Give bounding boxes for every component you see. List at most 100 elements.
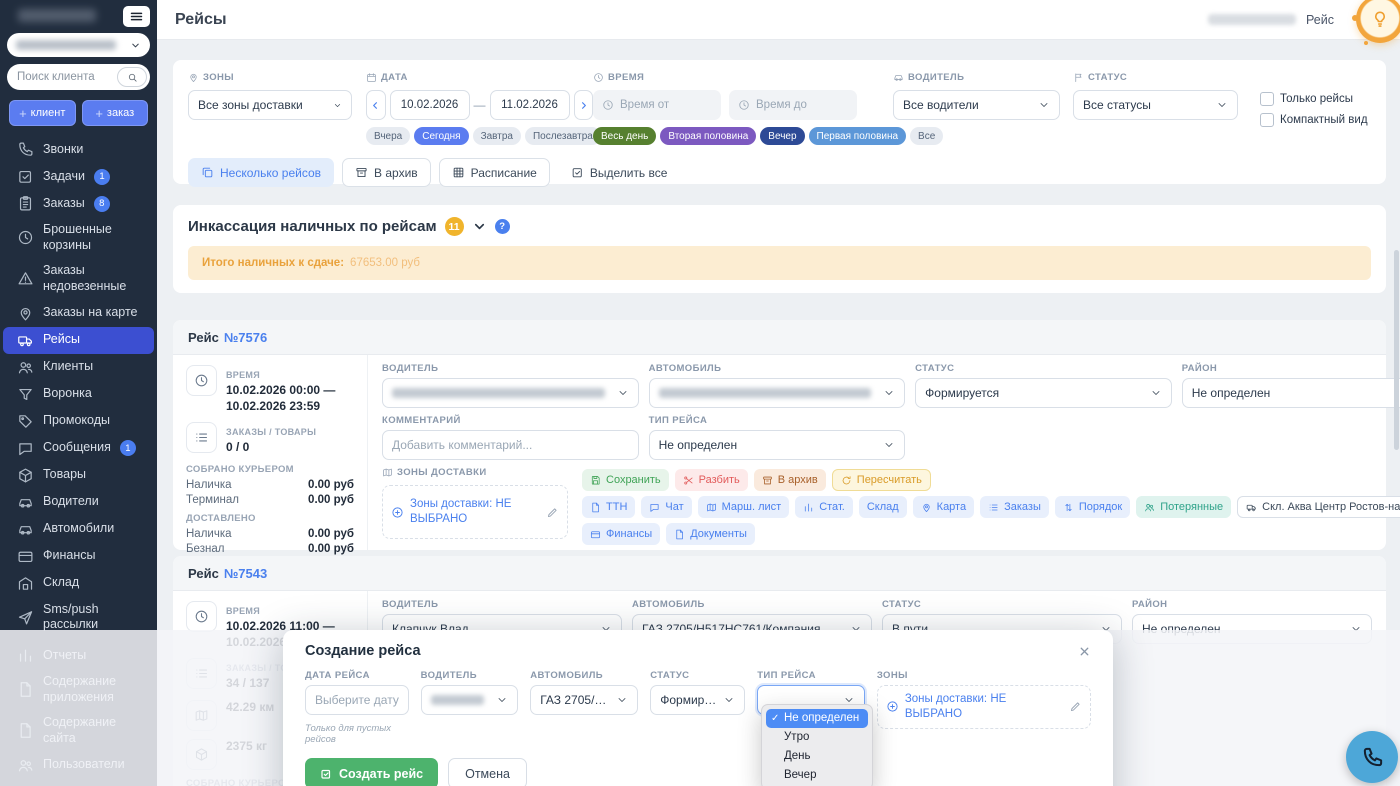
trip-action-button[interactable]: В архив: [753, 469, 826, 491]
dropdown-option[interactable]: День: [784, 750, 811, 762]
driver-filter-select[interactable]: Все водители: [893, 90, 1060, 120]
time-chip[interactable]: Весь день: [593, 127, 657, 145]
sidebar-item-заказы-недовезенные[interactable]: Заказы недовезенные: [3, 258, 154, 299]
date-from-input[interactable]: [389, 90, 470, 120]
date-to-input[interactable]: [489, 90, 570, 120]
time-chip[interactable]: Вторая половина: [660, 127, 757, 145]
trip-action-button[interactable]: Порядок: [1054, 496, 1131, 518]
trip-action-button[interactable]: Скл. Аква Центр Ростов-на-Дону: [1237, 496, 1400, 518]
dropdown-option[interactable]: Утро: [784, 731, 810, 743]
add-order-button[interactable]: + заказ: [81, 100, 148, 126]
account-selector[interactable]: [7, 33, 150, 57]
date-next-button[interactable]: [573, 90, 593, 120]
trip-action-button[interactable]: Заказы: [980, 496, 1049, 518]
trip-action-button[interactable]: Стат.: [795, 496, 853, 518]
time-to-input[interactable]: [756, 99, 846, 111]
sidebar-item-промокоды[interactable]: Промокоды: [3, 408, 154, 435]
comment-input[interactable]: [392, 438, 629, 452]
sidebar-item-сообщения[interactable]: Сообщения 1: [3, 435, 154, 462]
trip-action-button[interactable]: Сохранить: [582, 469, 669, 491]
time-chip[interactable]: Вечер: [760, 127, 805, 145]
grid-icon: [452, 166, 465, 179]
list-icon: [988, 502, 999, 513]
modal-zones-box[interactable]: Зоны доставки: НЕ ВЫБРАНО: [876, 685, 1092, 729]
trip-status-select[interactable]: Формируется: [915, 378, 1172, 408]
sidebar-item-товары[interactable]: Товары: [3, 462, 154, 489]
search-input[interactable]: [17, 71, 113, 83]
cancel-button[interactable]: Отмена: [448, 758, 527, 786]
trip-action-button[interactable]: Склад: [858, 496, 907, 518]
trip-action-button[interactable]: Марш. лист: [697, 496, 790, 518]
trip-number-link[interactable]: №7543: [223, 565, 268, 581]
sidebar-item-автомобили[interactable]: Автомобили: [3, 516, 154, 543]
date-chip[interactable]: Вчера: [366, 127, 411, 145]
search-button[interactable]: [117, 67, 147, 87]
time-from-input[interactable]: [620, 99, 710, 111]
modal-status-select[interactable]: Формируется: [650, 685, 746, 715]
trip-type-select[interactable]: Не определен: [648, 430, 906, 460]
client-search: [7, 64, 150, 90]
filter-action-button[interactable]: Несколько рейсов: [188, 158, 335, 187]
sidebar-item-склад[interactable]: Склад: [3, 570, 154, 597]
orders-count: 0 / 0: [226, 440, 250, 455]
trip-action-button[interactable]: Финансы: [582, 523, 661, 545]
filter-action-button[interactable]: В архив: [342, 158, 431, 187]
date-chip[interactable]: Послезавтра: [524, 127, 601, 145]
date-chip[interactable]: Сегодня: [414, 127, 469, 145]
sidebar-item-звонки[interactable]: Звонки: [3, 136, 154, 163]
call-fab-button[interactable]: [1346, 731, 1398, 783]
sidebar-item-sms-push-рассылки[interactable]: Sms/push рассылки: [3, 597, 154, 638]
date-prev-button[interactable]: [366, 90, 386, 120]
trip-district-select[interactable]: Не определен: [1181, 378, 1400, 408]
close-icon[interactable]: [1078, 645, 1091, 658]
date-quick-chips: Вчера Сегодня Завтра Послезавтра: [366, 127, 601, 145]
pencil-icon[interactable]: [546, 506, 559, 519]
filter-action-button[interactable]: Расписание: [438, 158, 550, 187]
sidebar-item-брошенные-корзины[interactable]: Брошенные корзины: [3, 217, 154, 258]
trip-action-button[interactable]: Потерянные: [1136, 496, 1232, 518]
sidebar-item-воронка[interactable]: Воронка: [3, 381, 154, 408]
sidebar-item-заказы-на-карте[interactable]: Заказы на карте: [3, 300, 154, 327]
sidebar-item-клиенты[interactable]: Клиенты: [3, 354, 154, 381]
trip-action-button[interactable]: Документы: [666, 523, 755, 545]
trip-action-button[interactable]: Пересчитать: [831, 469, 931, 491]
date-chip[interactable]: Завтра: [472, 127, 521, 145]
modal-driver-select[interactable]: [420, 685, 519, 715]
trip-action-button[interactable]: ТТН: [582, 496, 636, 518]
trip-action-button[interactable]: Чат: [641, 496, 692, 518]
collection-expand-button[interactable]: [472, 219, 487, 234]
status-filter-select[interactable]: Все статусы: [1073, 90, 1238, 120]
zones-delivery-box[interactable]: Зоны доставки: НЕ ВЫБРАНО: [382, 485, 568, 539]
sidebar-item-заказы[interactable]: Заказы 8: [3, 190, 154, 217]
dropdown-option[interactable]: Не определен: [766, 709, 868, 728]
card-icon: [590, 529, 601, 540]
scrollbar-thumb[interactable]: [1394, 250, 1399, 450]
help-icon[interactable]: ?: [494, 219, 510, 234]
menu-toggle-button[interactable]: [123, 6, 150, 27]
sidebar-item-задачи[interactable]: Задачи 1: [3, 163, 154, 190]
sidebar-item-финансы[interactable]: Финансы: [3, 543, 154, 570]
trip-action-button[interactable]: Разбить: [674, 469, 748, 491]
trip-number-link[interactable]: №7576: [223, 329, 268, 345]
time-chip[interactable]: Все: [910, 127, 944, 145]
pencil-icon[interactable]: [1069, 700, 1082, 713]
sidebar-item-рейсы[interactable]: Рейсы: [3, 326, 154, 354]
sidebar-item-водители[interactable]: Водители: [3, 489, 154, 516]
trip-date-input[interactable]: [315, 693, 399, 707]
time-chip[interactable]: Первая половина: [808, 127, 907, 145]
money-row: Наличка 0.00 руб: [186, 527, 354, 540]
modal-car-select[interactable]: ГАЗ 2705/м361к: [530, 685, 639, 715]
only-trips-checkbox[interactable]: Только рейсы: [1260, 92, 1371, 106]
compact-view-checkbox[interactable]: Компактный вид: [1260, 113, 1371, 127]
trip-car-select[interactable]: [648, 378, 906, 408]
create-trip-button[interactable]: Создать рейс: [305, 758, 439, 786]
truck-icon: [1246, 502, 1257, 513]
dropdown-option[interactable]: Вечер: [784, 769, 817, 781]
trip-driver-select[interactable]: [382, 378, 639, 408]
zones-select[interactable]: Все зоны доставки: [188, 90, 352, 120]
add-client-button[interactable]: + клиент: [9, 100, 76, 126]
trip-action-button[interactable]: Карта: [912, 496, 975, 518]
hints-widget[interactable]: [1352, 0, 1400, 45]
chevron-right-icon: [578, 100, 589, 111]
filter-action-button[interactable]: Выделить все: [558, 158, 681, 187]
